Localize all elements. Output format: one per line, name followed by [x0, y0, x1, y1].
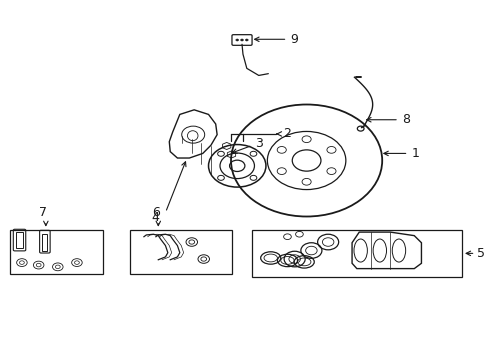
Text: 8: 8	[402, 113, 409, 126]
Circle shape	[235, 39, 238, 41]
Bar	[10, 230, 103, 274]
Circle shape	[240, 39, 243, 41]
Text: 6: 6	[152, 206, 160, 219]
Bar	[129, 230, 232, 274]
Bar	[42, 234, 47, 251]
Text: 5: 5	[476, 247, 485, 260]
Bar	[251, 230, 461, 278]
Bar	[16, 233, 23, 248]
Text: 4: 4	[151, 211, 159, 224]
Text: 7: 7	[40, 206, 47, 219]
Text: 1: 1	[411, 147, 419, 160]
Circle shape	[245, 39, 248, 41]
Text: 3: 3	[255, 138, 263, 150]
Text: 9: 9	[289, 33, 297, 46]
Text: 2: 2	[282, 127, 290, 140]
